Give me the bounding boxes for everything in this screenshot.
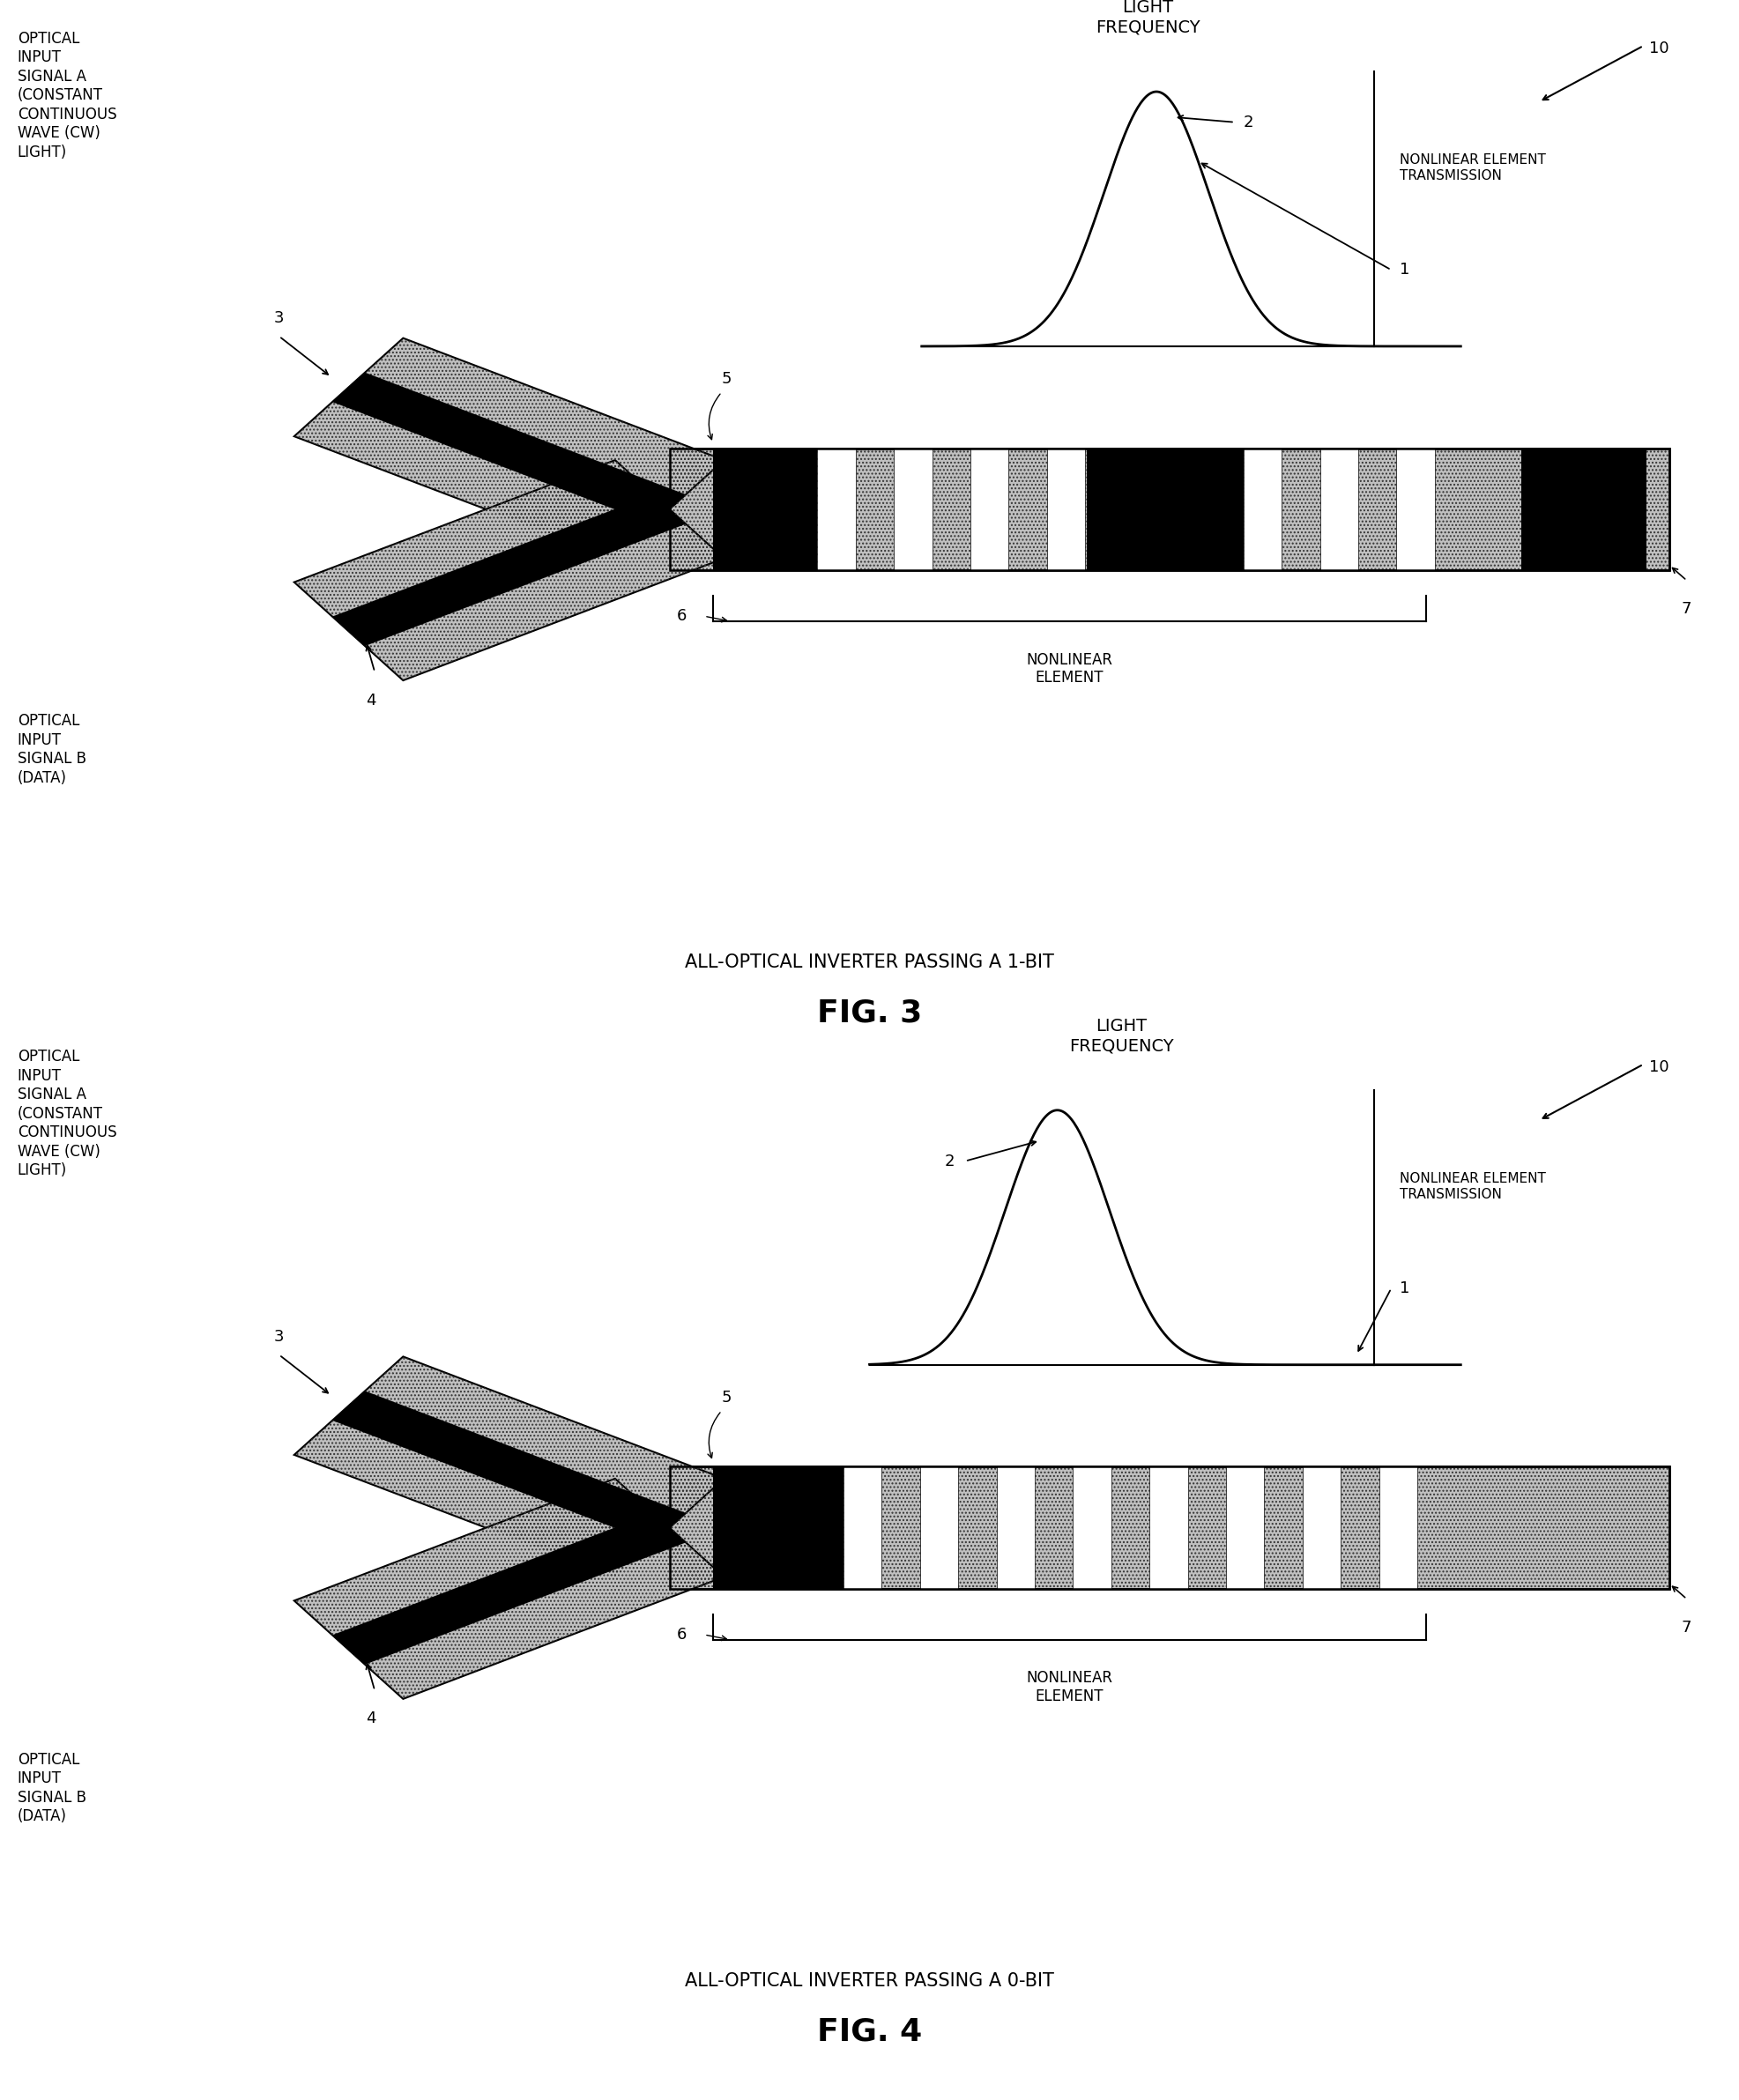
Bar [1047,447,1085,571]
Text: 7: 7 [1682,601,1692,617]
Text: FIG. 4: FIG. 4 [817,2016,922,2047]
Text: 6: 6 [676,1628,687,1642]
Text: 3: 3 [275,311,283,326]
Text: 10: 10 [1650,40,1669,57]
Bar [1303,1466,1341,1590]
Text: 2: 2 [944,1153,955,1170]
Polygon shape [332,1512,685,1665]
Bar [670,447,1669,571]
Bar [1226,1466,1264,1590]
Polygon shape [294,460,723,680]
Bar [670,1466,1669,1590]
Text: NONLINEAR
ELEMENT: NONLINEAR ELEMENT [1026,1670,1113,1705]
Bar [817,447,856,571]
Polygon shape [294,1478,723,1699]
Polygon shape [332,494,685,647]
Text: 2: 2 [1243,113,1254,130]
Text: 4: 4 [365,1712,376,1726]
Text: OPTICAL
INPUT
SIGNAL B
(DATA): OPTICAL INPUT SIGNAL B (DATA) [17,1751,87,1825]
Text: 6: 6 [676,609,687,624]
Text: ALL-OPTICAL INVERTER PASSING A 1-BIT: ALL-OPTICAL INVERTER PASSING A 1-BIT [685,953,1054,972]
Bar [996,1466,1035,1590]
Text: FIG. 3: FIG. 3 [817,998,922,1029]
Text: 10: 10 [1650,1058,1669,1075]
Bar [920,1466,958,1590]
Text: ALL-OPTICAL INVERTER PASSING A 0-BIT: ALL-OPTICAL INVERTER PASSING A 0-BIT [685,1972,1054,1991]
Text: 1: 1 [1400,1281,1410,1296]
Text: NONLINEAR
ELEMENT: NONLINEAR ELEMENT [1026,651,1113,687]
Bar [1522,447,1647,571]
Bar [843,1466,882,1590]
Bar [713,1466,843,1590]
Bar [1087,447,1243,571]
Text: OPTICAL
INPUT
SIGNAL B
(DATA): OPTICAL INPUT SIGNAL B (DATA) [17,712,87,785]
Bar [670,1466,1669,1590]
Text: 4: 4 [365,693,376,708]
Polygon shape [332,372,685,525]
Bar [1320,447,1358,571]
Bar [670,447,1669,571]
Bar [670,1466,1669,1590]
Text: OPTICAL
INPUT
SIGNAL A
(CONSTANT
CONTINUOUS
WAVE (CW)
LIGHT): OPTICAL INPUT SIGNAL A (CONSTANT CONTINU… [17,1050,117,1178]
Polygon shape [294,1357,723,1577]
Text: 5: 5 [722,372,732,386]
Text: 5: 5 [722,1390,732,1405]
Text: LIGHT
FREQUENCY: LIGHT FREQUENCY [1069,1018,1174,1054]
Bar [970,447,1009,571]
Bar [713,447,817,571]
Bar [1149,1466,1188,1590]
Polygon shape [294,338,723,559]
Text: NONLINEAR ELEMENT
TRANSMISSION: NONLINEAR ELEMENT TRANSMISSION [1400,1172,1546,1201]
Text: 3: 3 [275,1329,283,1344]
Text: 7: 7 [1682,1619,1692,1636]
Bar [1243,447,1282,571]
Polygon shape [332,1390,685,1543]
Text: LIGHT
FREQUENCY: LIGHT FREQUENCY [1096,0,1200,36]
Text: 1: 1 [1400,262,1410,277]
Text: NONLINEAR ELEMENT
TRANSMISSION: NONLINEAR ELEMENT TRANSMISSION [1400,153,1546,183]
Bar [894,447,932,571]
Bar [670,447,1669,571]
Text: OPTICAL
INPUT
SIGNAL A
(CONSTANT
CONTINUOUS
WAVE (CW)
LIGHT): OPTICAL INPUT SIGNAL A (CONSTANT CONTINU… [17,31,117,160]
Bar [1396,447,1435,571]
Bar [1379,1466,1417,1590]
Bar [1073,1466,1111,1590]
